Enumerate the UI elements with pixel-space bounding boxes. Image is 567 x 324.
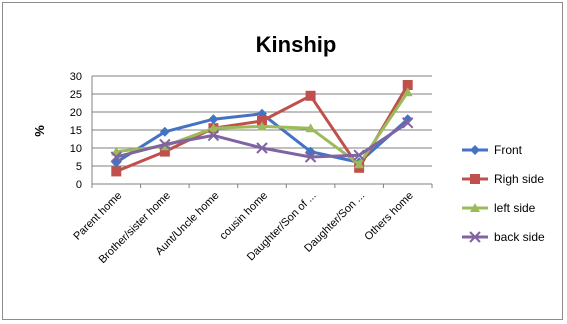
legend-label: left side [494,201,536,215]
legend-entry: back side [462,230,545,244]
legend-label: Front [494,143,523,157]
legend-entry: Front [462,143,523,157]
chart-frame [2,2,563,320]
y-tick-label: 20 [70,107,82,119]
x-tick-label: Parent home [71,190,124,243]
data-point [257,116,267,126]
data-point [256,142,268,154]
data-point [257,121,267,131]
y-tick-label: 25 [70,89,82,101]
x-tick-label: Others home [362,190,415,243]
data-point [402,87,413,97]
legend-entry: left side [462,201,536,215]
series-back-side [110,117,414,163]
data-point [353,149,365,161]
data-point [305,123,316,133]
chart-title: Kinship [256,32,337,57]
legend-entry: Righ side [462,172,544,186]
y-tick-label: 10 [70,143,82,155]
legend: Front Righ side left side back side [462,143,545,244]
data-point [207,129,220,142]
data-point [304,151,317,163]
legend-marker [470,145,480,155]
legend-label: back side [494,230,545,244]
y-tick-label: 15 [70,125,82,137]
data-point [111,166,122,177]
data-point [305,90,316,101]
data-point [402,117,414,129]
data-point [159,138,171,151]
y-axis-label: % [32,125,47,137]
y-tick-label: 30 [70,71,82,83]
legend-marker [470,203,480,212]
data-point [110,151,122,163]
y-tick-label: 5 [76,161,82,173]
data-point [208,123,219,133]
data-point [354,159,365,169]
data-point [208,114,219,125]
y-tick-label: 0 [76,179,82,191]
x-tick-label: cousin home [218,190,271,243]
legend-label: Righ side [494,172,544,186]
legend-marker [469,231,481,243]
data-point [159,126,170,137]
data-point [402,80,413,90]
legend-marker [470,174,480,184]
data-point [159,146,170,157]
series-layer [110,80,414,177]
